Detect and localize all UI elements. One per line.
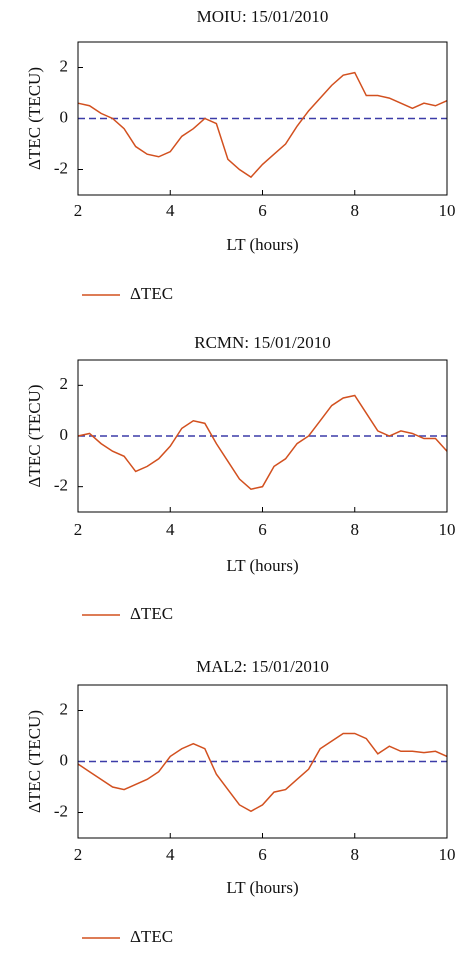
legend-label: ΔTEC [130,927,173,946]
x-axis-label: LT (hours) [226,556,298,575]
x-tick-label: 8 [351,845,360,864]
y-tick-label: -2 [54,801,68,820]
data-line [77,732,448,813]
y-tick-label: -2 [54,476,68,495]
x-tick-label: 10 [439,845,456,864]
y-tick-label: 2 [60,699,69,718]
x-tick-label: 6 [258,201,267,220]
x-tick-label: 2 [74,520,83,539]
x-tick-label: 4 [166,201,175,220]
x-tick-label: 8 [351,520,360,539]
x-axis-label: LT (hours) [226,235,298,254]
plot-frame [77,359,448,513]
chart-title: MAL2: 15/01/2010 [196,657,329,676]
x-tick-label: 10 [439,201,456,220]
plot-frame [77,41,448,196]
y-tick-label: -2 [54,158,68,177]
y-tick-label: 0 [60,107,69,126]
y-tick-label: 2 [60,374,69,393]
y-axis-label: ΔTEC (TECU) [25,67,44,170]
y-tick-label: 2 [60,56,69,75]
x-tick-label: 6 [258,845,267,864]
x-tick-label: 2 [74,845,83,864]
chart-title: MOIU: 15/01/2010 [197,7,329,26]
legend-label: ΔTEC [130,604,173,623]
data-line [77,394,448,491]
y-axis-label: ΔTEC (TECU) [25,385,44,488]
x-tick-label: 8 [351,201,360,220]
legend-label: ΔTEC [130,284,173,303]
x-axis-label: LT (hours) [226,878,298,897]
x-tick-label: 10 [439,520,456,539]
y-tick-label: 0 [60,750,69,769]
x-tick-label: 2 [74,201,83,220]
chart-title: RCMN: 15/01/2010 [194,333,331,352]
y-axis-label: ΔTEC (TECU) [25,710,44,813]
y-tick-label: 0 [60,425,69,444]
x-tick-label: 4 [166,520,175,539]
x-tick-label: 4 [166,845,175,864]
data-line [77,71,448,179]
plot-frame [77,684,448,839]
x-tick-label: 6 [258,520,267,539]
